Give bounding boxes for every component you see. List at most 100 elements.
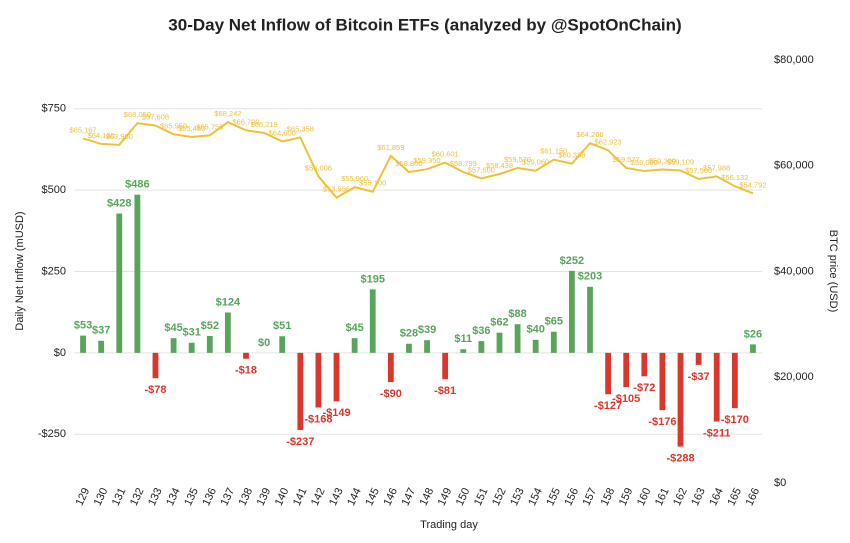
bar — [713, 352, 720, 422]
price-label: $53,956 — [323, 185, 350, 194]
bar-value-label: $45 — [164, 322, 182, 334]
bar — [731, 352, 738, 409]
bar — [406, 343, 412, 353]
y-tick-label: -$250 — [38, 428, 66, 440]
price-label: $66,700 — [232, 117, 259, 126]
bar — [152, 352, 159, 379]
bar-value-label: -$211 — [703, 427, 731, 439]
bar-value-label: $45 — [345, 322, 363, 334]
bar — [605, 352, 612, 395]
bar — [297, 352, 304, 430]
bar — [532, 339, 539, 353]
bar-value-label: $11 — [454, 333, 472, 345]
x-tick-label: 152 — [490, 486, 509, 508]
x-tick-label: 153 — [508, 486, 527, 508]
bar — [460, 349, 467, 353]
bar — [369, 289, 376, 353]
x-tick-label: 160 — [635, 486, 654, 508]
price-label: $59,577 — [613, 155, 640, 164]
x-tick-label: 151 — [472, 486, 491, 508]
y2-tick-label: $60,000 — [774, 160, 814, 172]
bar — [750, 344, 756, 353]
x-tick-label: 133 — [146, 486, 165, 508]
bar-value-label: $40 — [527, 324, 545, 336]
bar — [188, 342, 195, 353]
bar — [677, 352, 684, 447]
bar-value-label: $37 — [92, 325, 110, 337]
price-label: $67,608 — [142, 113, 169, 122]
x-tick-label: 134 — [164, 486, 183, 508]
bar — [424, 340, 430, 353]
x-tick-label: 147 — [400, 486, 419, 508]
bar — [659, 352, 666, 411]
bar-value-label: $53 — [74, 320, 92, 332]
x-tick-label: 156 — [562, 486, 581, 508]
price-label: $56,132 — [721, 173, 748, 182]
price-label: $62,923 — [595, 137, 622, 146]
price-label: $59,000 — [631, 158, 658, 167]
x-tick-label: 139 — [255, 486, 274, 508]
bar — [387, 352, 394, 383]
x-tick-label: 157 — [581, 486, 600, 508]
price-label: $66,219 — [251, 120, 278, 129]
bar-value-label: -$72 — [633, 382, 655, 394]
x-tick-label: 141 — [291, 486, 310, 508]
price-label: $59,060 — [522, 158, 549, 167]
x-tick-label: 143 — [327, 486, 346, 508]
y2-tick-label: $0 — [774, 477, 786, 489]
bar — [587, 286, 593, 353]
x-axis-title: Trading day — [420, 519, 478, 531]
price-label: $59,300 — [649, 156, 676, 165]
y2-axis-title: BTC price (USD) — [827, 230, 839, 313]
y-tick-label: $250 — [42, 265, 66, 277]
bar — [279, 336, 286, 353]
y2-tick-label: $80,000 — [774, 54, 814, 66]
bar — [623, 352, 630, 388]
x-tick-label: 159 — [617, 486, 636, 508]
bar-value-label: -$149 — [322, 407, 350, 419]
price-label: $58,800 — [395, 159, 422, 168]
y2-tick-label: $40,000 — [774, 265, 814, 277]
bar-value-label: $31 — [183, 327, 201, 339]
price-label: $60,601 — [432, 150, 459, 159]
x-tick-label: 163 — [689, 486, 708, 508]
bar-value-label: $39 — [418, 324, 436, 336]
x-tick-label: 137 — [218, 486, 237, 508]
x-tick-label: 155 — [544, 486, 563, 508]
bar-value-label: -$37 — [688, 371, 710, 383]
bar-value-label: $0 — [258, 337, 270, 349]
bar — [224, 312, 231, 353]
x-tick-label: 149 — [436, 486, 455, 508]
bar-value-label: $36 — [472, 325, 490, 337]
bar — [695, 352, 702, 365]
price-label: $65,950 — [160, 121, 187, 130]
price-label: $59,570 — [504, 155, 531, 164]
bar-value-label: $195 — [360, 273, 384, 285]
bar — [514, 324, 521, 353]
price-label: $65,167 — [69, 125, 96, 134]
y-tick-label: $750 — [42, 103, 66, 115]
y-tick-label: $500 — [42, 184, 66, 196]
x-tick-label: 138 — [237, 486, 256, 508]
x-tick-label: 140 — [273, 486, 292, 508]
x-tick-label: 144 — [345, 486, 364, 508]
bar — [98, 340, 105, 353]
price-label: $60,388 — [558, 151, 585, 160]
bar-value-label: $428 — [107, 197, 131, 209]
price-label: $64,600 — [269, 128, 296, 137]
bar — [116, 213, 123, 353]
chart-title: 30-Day Net Inflow of Bitcoin ETFs (analy… — [168, 15, 681, 34]
x-tick-label: 136 — [200, 486, 219, 508]
bar — [550, 331, 557, 353]
bar — [243, 352, 249, 359]
x-tick-label: 161 — [653, 486, 672, 508]
bar-value-label: $28 — [400, 328, 418, 340]
bar — [170, 338, 177, 353]
bar — [315, 352, 322, 408]
x-tick-label: 129 — [74, 486, 93, 508]
bar-value-label: $252 — [560, 255, 584, 267]
price-label: $65,750 — [196, 122, 223, 131]
x-tick-label: 142 — [309, 486, 328, 508]
x-tick-label: 158 — [599, 486, 618, 508]
